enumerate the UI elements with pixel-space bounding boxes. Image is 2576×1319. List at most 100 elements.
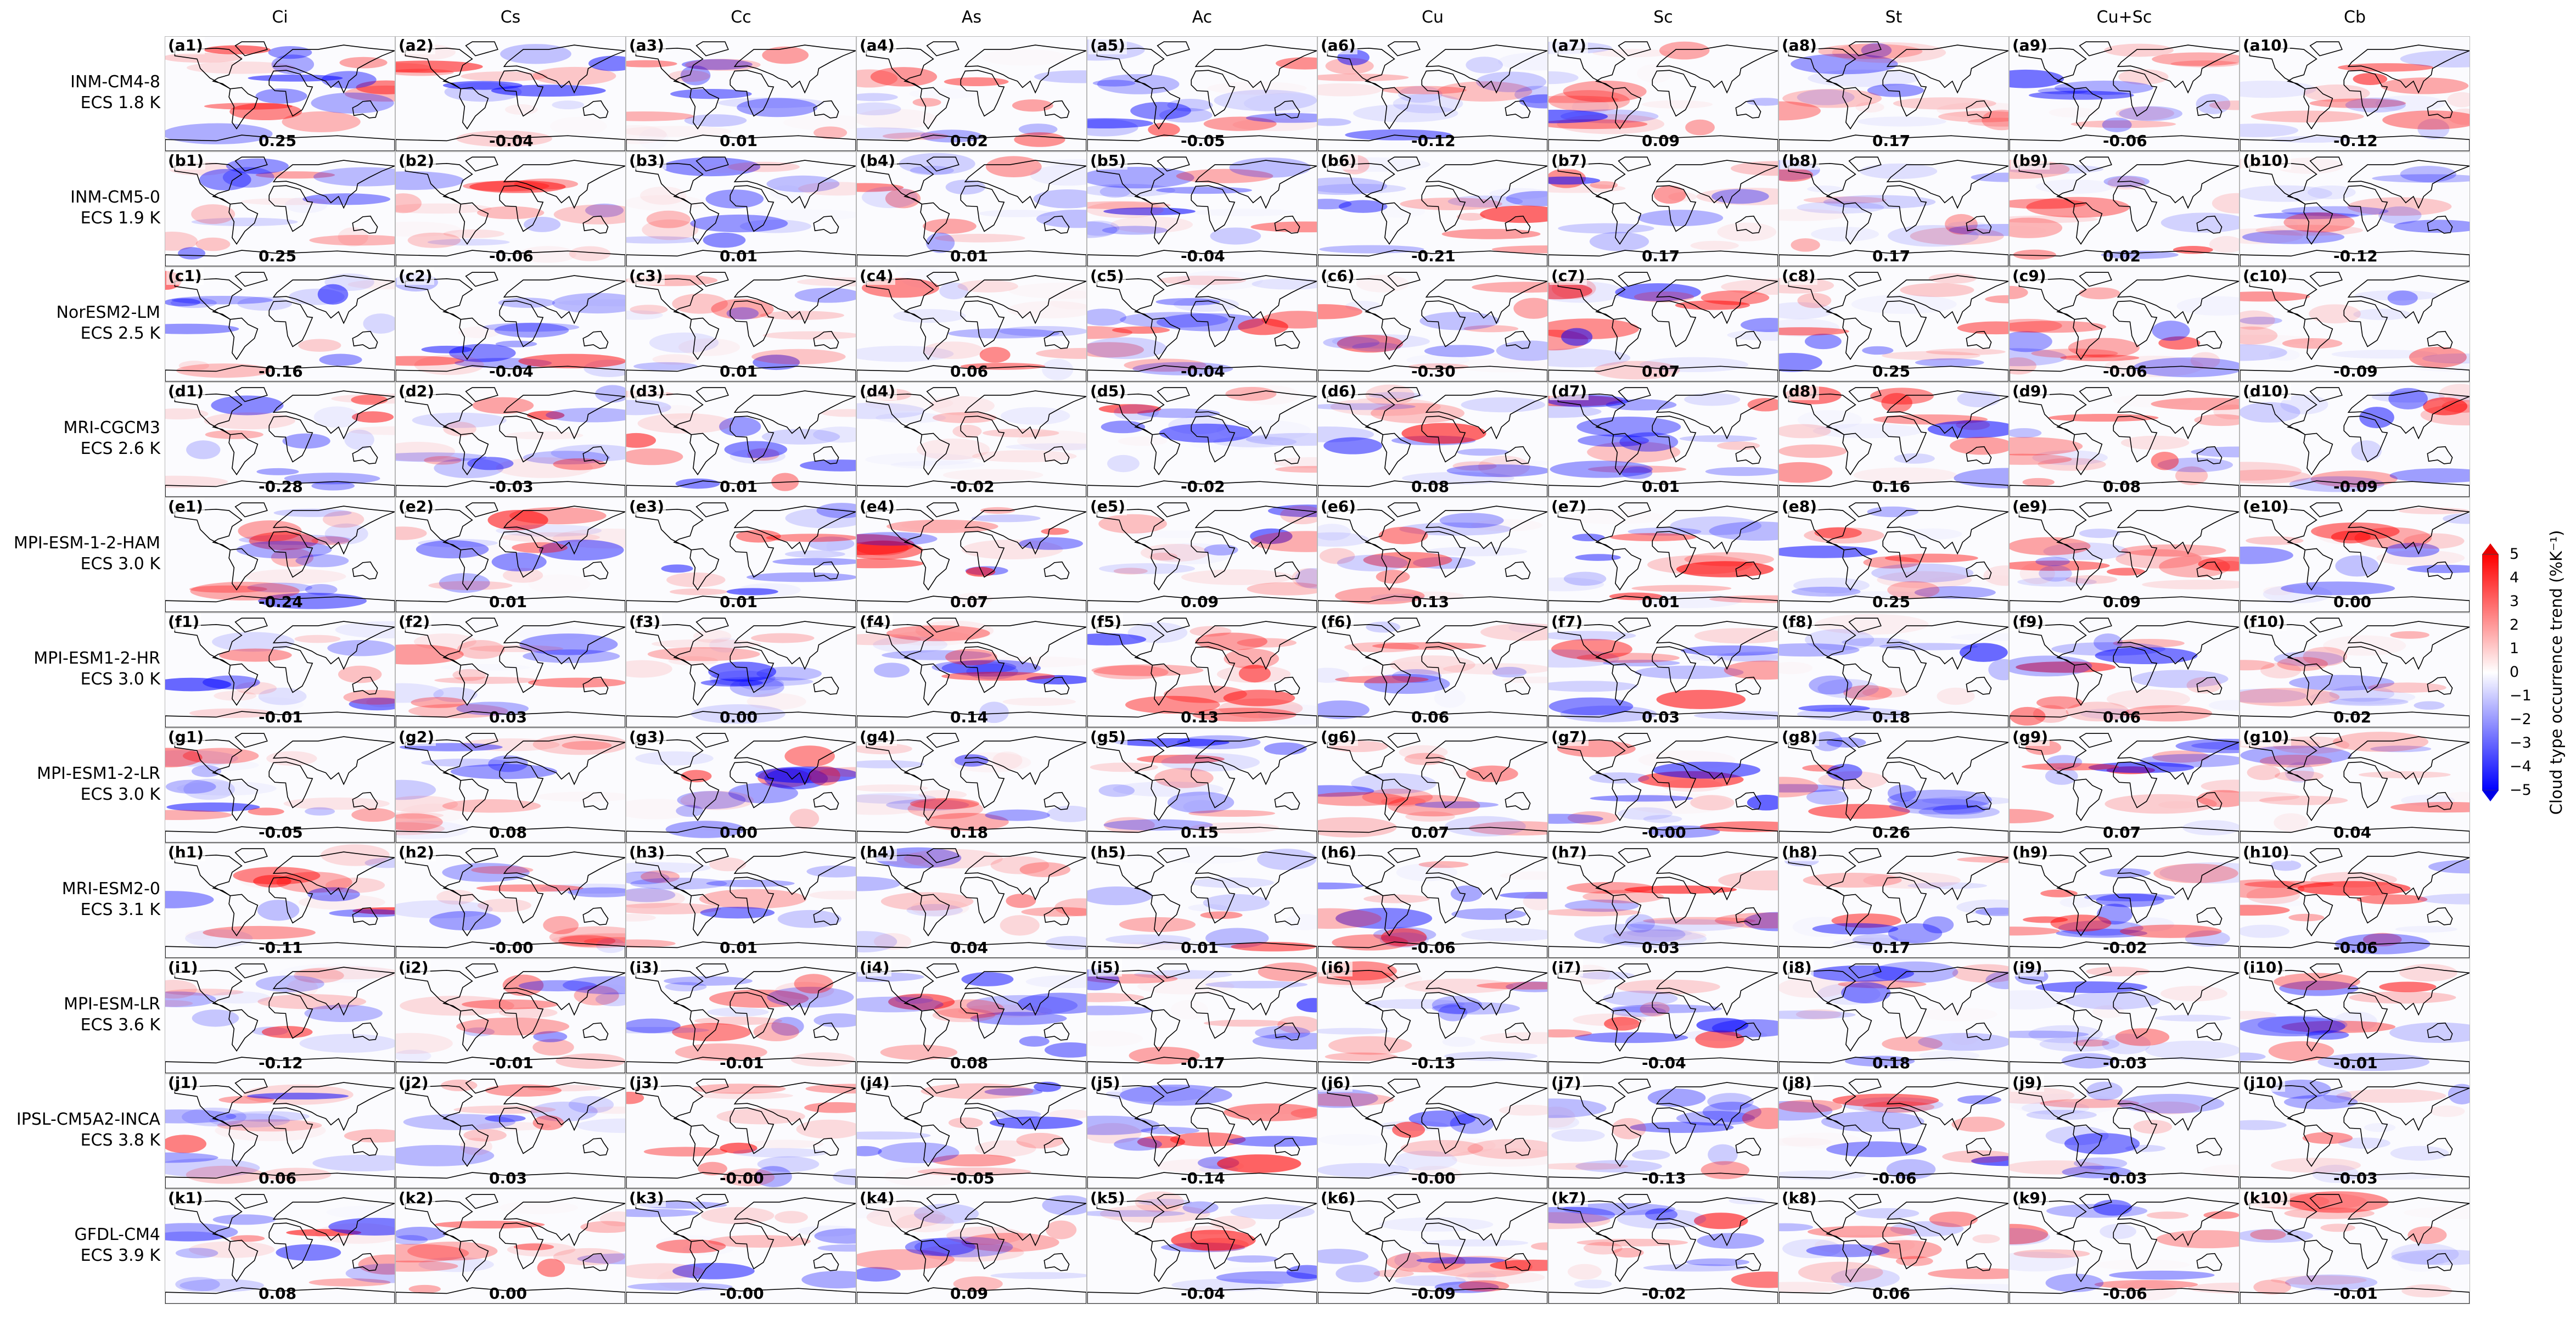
anomaly-blob [2158,336,2201,350]
anomaly-blob [2010,321,2107,333]
anomaly-blob [1216,420,1311,441]
anomaly-blob [1386,1251,1466,1273]
anomaly-blob [2240,688,2307,703]
map-panel: (h1) -0.11 [165,843,395,958]
anomaly-blob [1957,856,2008,863]
model-name: MPI-ESM1-2-LR [37,764,160,783]
coastline [396,387,625,497]
anomaly-blob [1140,543,1209,562]
anomaly-blob [294,966,395,980]
anomaly-blob [1318,199,1352,210]
anomaly-blob [2028,91,2134,100]
anomaly-blob [1844,1056,1915,1067]
coastline [1318,156,1547,266]
anomaly-blob [229,103,302,121]
anomaly-blob [553,204,625,224]
anomaly-map [165,1194,395,1304]
anomaly-blob [2212,193,2239,214]
anomaly-blob [2198,557,2239,572]
anomaly-blob [690,214,788,233]
anomaly-map [1087,272,1317,381]
anomaly-blob [1280,506,1317,525]
panel-label: (b7) [1550,152,1589,170]
ecs-value: ECS 3.1 K [80,900,160,919]
anomaly-blob [165,810,232,820]
anomaly-blob [553,458,606,470]
panel-global-mean: 0.03 [1642,939,1680,957]
coastline [1318,848,1547,958]
map-panel: (h7) 0.03 [1548,843,1778,958]
anomaly-blob [2414,701,2445,710]
coastline [1779,963,2008,1073]
anomaly-blob [857,534,915,555]
anomaly-blob [1190,822,1279,834]
anomaly-blob [1025,975,1086,989]
anomaly-blob [2420,1127,2470,1142]
anomaly-blob [514,1243,554,1251]
anomaly-blob [1808,1226,1918,1238]
panel-label: (b8) [1780,152,1820,170]
anomaly-blob [203,925,316,940]
anomaly-blob [1428,1256,1533,1278]
anomaly-blob [1575,554,1621,561]
coastline [1318,963,1547,1073]
anomaly-blob [966,664,1018,680]
anomaly-blob [1467,1272,1497,1282]
anomaly-blob [665,821,745,838]
anomaly-blob [2274,813,2309,832]
anomaly-blob [1621,467,1653,479]
anomaly-blob [1914,586,1996,599]
map-panel: (f10) 0.02 [2240,613,2470,728]
anomaly-blob [1928,1268,2008,1279]
anomaly-blob [189,585,267,593]
panel-label: (j8) [1780,1074,1814,1092]
anomaly-blob [2010,453,2072,465]
anomaly-blob [1950,436,2008,455]
coastline [626,963,856,1073]
anomaly-blob [2347,197,2452,216]
anomaly-blob [1093,665,1169,680]
anomaly-blob [1779,327,1849,336]
panel-label: (i6) [1319,959,1352,976]
panel-label: (h1) [166,844,206,861]
anomaly-blob [666,572,726,587]
anomaly-blob [421,759,511,767]
panel-global-mean: -0.01 [489,1054,534,1072]
anomaly-blob [1232,118,1317,131]
anomaly-blob [165,323,239,334]
anomaly-blob [1471,519,1542,531]
anomaly-blob [2418,894,2470,905]
anomaly-blob [1019,537,1084,550]
anomaly-blob [772,558,856,566]
anomaly-blob [396,356,464,366]
anomaly-blob [1779,1170,1866,1180]
anomaly-blob [2010,927,2060,936]
anomaly-blob [2191,446,2239,458]
coastline [626,1079,856,1188]
anomaly-blob [1190,877,1275,888]
anomaly-blob [2013,249,2056,260]
panel-label: (d8) [1780,383,1820,400]
anomaly-blob [1387,795,1480,817]
anomaly-blob [684,114,747,127]
anomaly-blob [537,1258,565,1277]
anomaly-blob [2133,357,2239,378]
anomaly-blob [2329,686,2395,702]
anomaly-blob [1318,426,1374,442]
anomaly-blob [1832,1093,1939,1107]
anomaly-blob [1826,1141,1927,1158]
anomaly-blob [929,396,995,416]
anomaly-blob [2213,405,2239,420]
anomaly-blob [190,581,300,600]
anomaly-blob [1098,514,1168,534]
panel-global-mean: 0.06 [1411,708,1450,726]
anomaly-blob [434,458,504,479]
anomaly-blob [626,1018,681,1034]
map-panel: (k8) 0.06 [1778,1189,2009,1304]
anomaly-blob [317,284,349,305]
panel-global-mean: -0.04 [1181,1284,1225,1303]
panel-label: (b5) [1088,152,1128,170]
panel-label: (j1) [166,1074,200,1092]
anomaly-blob [857,784,928,792]
anomaly-blob [2240,228,2303,244]
